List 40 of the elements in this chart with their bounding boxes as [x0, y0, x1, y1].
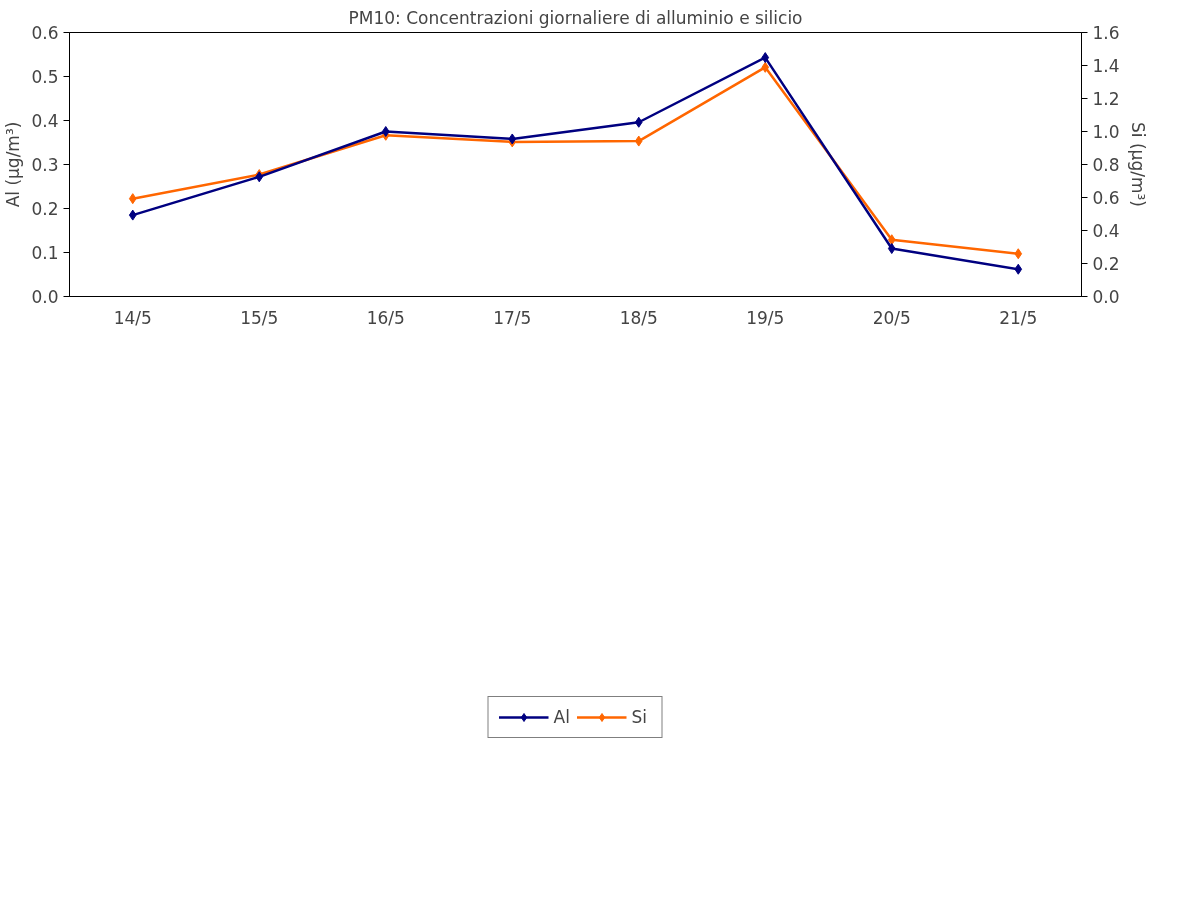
point — [381, 126, 390, 137]
point — [1014, 248, 1023, 260]
point — [128, 193, 137, 205]
y2-tick-label: 1.4 — [1092, 56, 1120, 76]
y-tick-label: 0.5 — [31, 67, 59, 87]
y-axis-title: Al (µg/m³) — [3, 121, 24, 208]
y-tick-label: 0.2 — [31, 199, 59, 219]
x-tick-label: 21/5 — [999, 307, 1038, 328]
x-tick-label: 19/5 — [746, 307, 785, 328]
x-tick-label: 15/5 — [240, 307, 279, 328]
point — [634, 116, 643, 128]
y2-tick-label: 0.8 — [1092, 155, 1120, 175]
x-tick-label: 17/5 — [493, 307, 532, 328]
y2-axis-title: Si (µg/m³) — [1127, 122, 1148, 207]
point — [887, 243, 896, 255]
y-tick-label: 0.6 — [31, 23, 59, 43]
legend-label: Al — [553, 707, 571, 727]
y2-tick-label: 0.0 — [1092, 287, 1120, 307]
chart-title: PM10: Concentrazioni giornaliere di alluminio e silicio — [348, 7, 803, 28]
y2-tick-label: 1.2 — [1092, 89, 1120, 109]
point — [1014, 263, 1023, 275]
y-tick-label: 0.0 — [31, 287, 59, 307]
legend-label: Si — [631, 707, 648, 727]
point — [887, 234, 896, 246]
x-tick-label: 16/5 — [366, 307, 405, 328]
x-tick-label: 18/5 — [619, 307, 658, 328]
point — [761, 52, 770, 64]
y2-tick-label: 0.6 — [1092, 188, 1120, 208]
y-tick-label: 0.3 — [31, 155, 59, 175]
x-tick-label: 14/5 — [113, 307, 152, 328]
x-tick-label: 20/5 — [872, 307, 911, 328]
y2-tick-label: 1.0 — [1092, 122, 1120, 142]
point — [761, 61, 770, 73]
y2-tick-label: 1.6 — [1092, 23, 1120, 43]
y-tick-label: 0.1 — [31, 243, 59, 263]
y-tick-label: 0.4 — [31, 111, 59, 131]
point — [128, 209, 137, 221]
point — [634, 135, 643, 147]
y2-tick-label: 0.4 — [1092, 221, 1120, 241]
y2-tick-label: 0.2 — [1092, 254, 1120, 274]
